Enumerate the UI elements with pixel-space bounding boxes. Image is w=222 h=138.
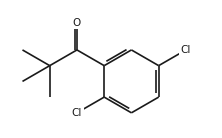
Text: O: O (73, 18, 81, 28)
Text: Cl: Cl (72, 108, 82, 118)
Text: Cl: Cl (181, 45, 191, 55)
